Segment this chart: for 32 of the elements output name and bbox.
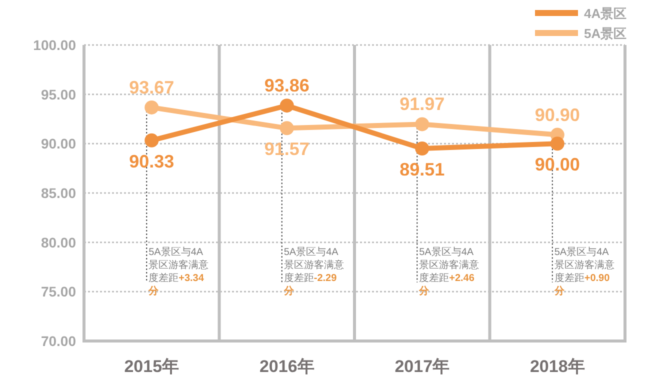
y-tick-label: 90.00 bbox=[40, 136, 76, 152]
text: 5A景区与4A景区游客满意度差距+3.34分 bbox=[148, 247, 209, 298]
text: 5A景区与4A景区游客满意度差距+0.90分 bbox=[554, 247, 614, 298]
data-label: 90.00 bbox=[534, 154, 580, 175]
text: 5A景区与4A景区游客满意度差距-2.29分 bbox=[284, 247, 344, 298]
legend-label: 5A景区 bbox=[584, 26, 627, 41]
y-tick-label: 75.00 bbox=[40, 284, 76, 300]
y-tick-label: 85.00 bbox=[40, 185, 76, 201]
point bbox=[144, 133, 159, 148]
y-tick-label: 95.00 bbox=[40, 86, 76, 102]
text: 5A景区与4A景区游客满意度差距+2.46分 bbox=[419, 247, 480, 298]
point bbox=[415, 142, 430, 156]
point bbox=[550, 136, 564, 151]
data-label: 93.67 bbox=[129, 77, 174, 98]
y-tick-label: 70.00 bbox=[40, 333, 76, 349]
x-tick-label: 2018年 bbox=[530, 357, 585, 376]
x-tick-label: 2017年 bbox=[394, 357, 450, 376]
data-label: 90.90 bbox=[534, 104, 580, 125]
y-tick-label: 80.00 bbox=[40, 234, 76, 250]
data-label: 89.51 bbox=[400, 160, 445, 180]
legend-label: 4A景区 bbox=[584, 6, 627, 21]
point bbox=[280, 98, 294, 113]
point bbox=[415, 117, 430, 132]
data-label: 91.57 bbox=[264, 139, 310, 160]
point bbox=[280, 121, 294, 136]
data-label: 91.97 bbox=[400, 94, 445, 114]
data-label: 93.86 bbox=[264, 76, 310, 96]
x-tick-label: 2015年 bbox=[124, 357, 180, 376]
data-label: 90.33 bbox=[129, 151, 174, 172]
y-tick-label: 100.00 bbox=[33, 37, 76, 53]
point bbox=[144, 100, 159, 114]
x-tick-label: 2016年 bbox=[259, 357, 314, 376]
